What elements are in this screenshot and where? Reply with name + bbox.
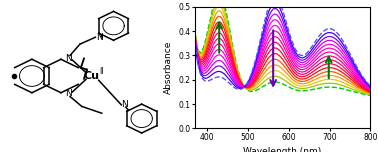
Text: N: N	[96, 33, 102, 42]
Y-axis label: Absorbance: Absorbance	[164, 41, 173, 94]
Text: N: N	[65, 54, 71, 63]
Text: N: N	[121, 100, 128, 109]
Text: II: II	[99, 67, 104, 76]
Text: Cu: Cu	[84, 71, 100, 81]
Text: N: N	[65, 89, 71, 98]
X-axis label: Wavelength (nm): Wavelength (nm)	[243, 147, 322, 152]
